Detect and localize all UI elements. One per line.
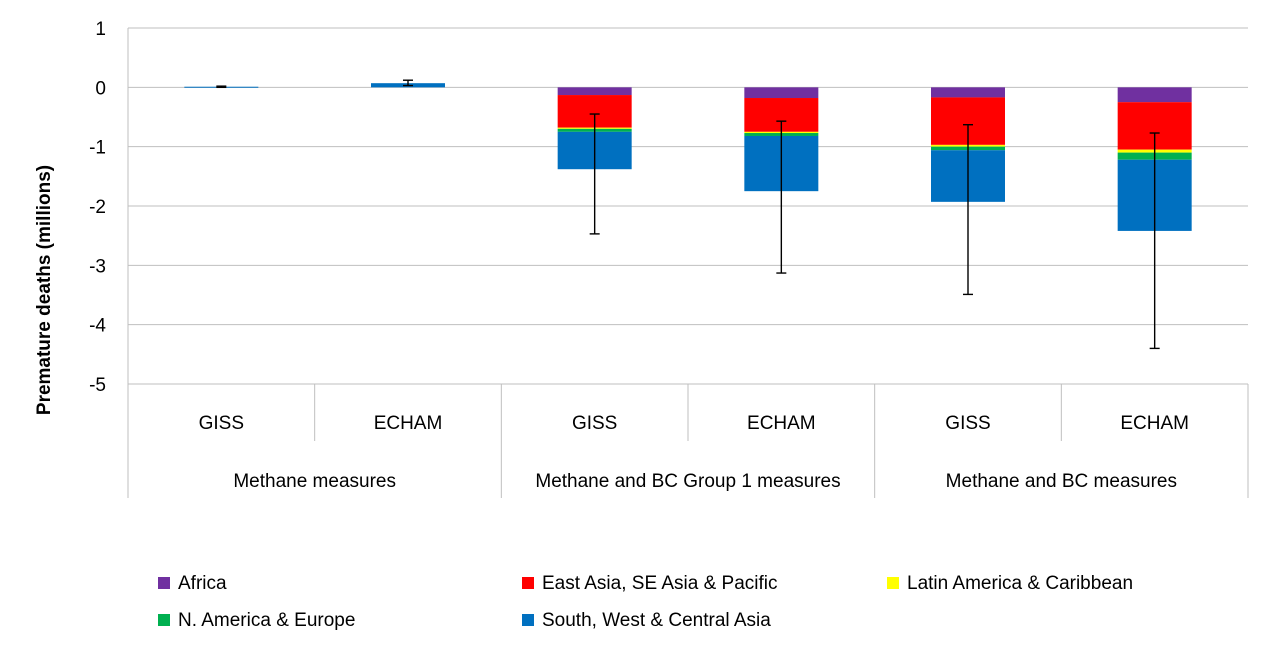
gridlines bbox=[128, 27, 1248, 385]
category-label: ECHAM bbox=[374, 413, 443, 434]
category-label: ECHAM bbox=[747, 413, 816, 434]
y-tick-label: -1 bbox=[89, 138, 106, 159]
y-axis-title: Premature deaths (millions) bbox=[34, 165, 55, 415]
y-tick-label: -5 bbox=[89, 375, 106, 396]
legend-label: Africa bbox=[178, 573, 227, 594]
bar-segment bbox=[744, 87, 819, 99]
bar-segment bbox=[931, 87, 1005, 98]
legend-label: N. America & Europe bbox=[178, 610, 355, 631]
bar-segment bbox=[1117, 87, 1192, 103]
bar-segment bbox=[557, 87, 632, 96]
y-tick-label: 1 bbox=[95, 19, 106, 40]
legend-label: South, West & Central Asia bbox=[542, 610, 771, 631]
y-tick-label: -4 bbox=[89, 316, 106, 337]
y-tick-label: 0 bbox=[95, 78, 106, 99]
category-label: GISS bbox=[945, 413, 990, 434]
y-tick-label: -2 bbox=[89, 197, 106, 218]
bars bbox=[184, 83, 1192, 231]
category-label: GISS bbox=[572, 413, 617, 434]
category-label: GISS bbox=[199, 413, 244, 434]
legend: Africa East Asia, SE Asia & Pacific Latin … bbox=[158, 573, 1133, 631]
group-label: Methane measures bbox=[233, 471, 396, 492]
legend-swatch bbox=[522, 577, 534, 589]
legend-label: Latin America & Caribbean bbox=[907, 573, 1133, 594]
axes bbox=[127, 28, 1249, 498]
y-tick-label: -3 bbox=[89, 256, 106, 277]
legend-label: East Asia, SE Asia & Pacific bbox=[542, 573, 778, 594]
legend-swatch bbox=[887, 577, 899, 589]
labels: 1 0 -1 -2 -3 -4 -5 GISS ECHAM GISS ECHAM GISS ECHAM M… bbox=[34, 19, 1189, 492]
group-label: Methane and BC Group 1 measures bbox=[535, 471, 840, 492]
legend-swatch bbox=[158, 614, 170, 626]
group-label: Methane and BC measures bbox=[946, 471, 1177, 492]
legend-swatch bbox=[158, 577, 170, 589]
error-bars bbox=[216, 79, 1160, 350]
legend-swatch bbox=[522, 614, 534, 626]
category-label: ECHAM bbox=[1120, 413, 1189, 434]
